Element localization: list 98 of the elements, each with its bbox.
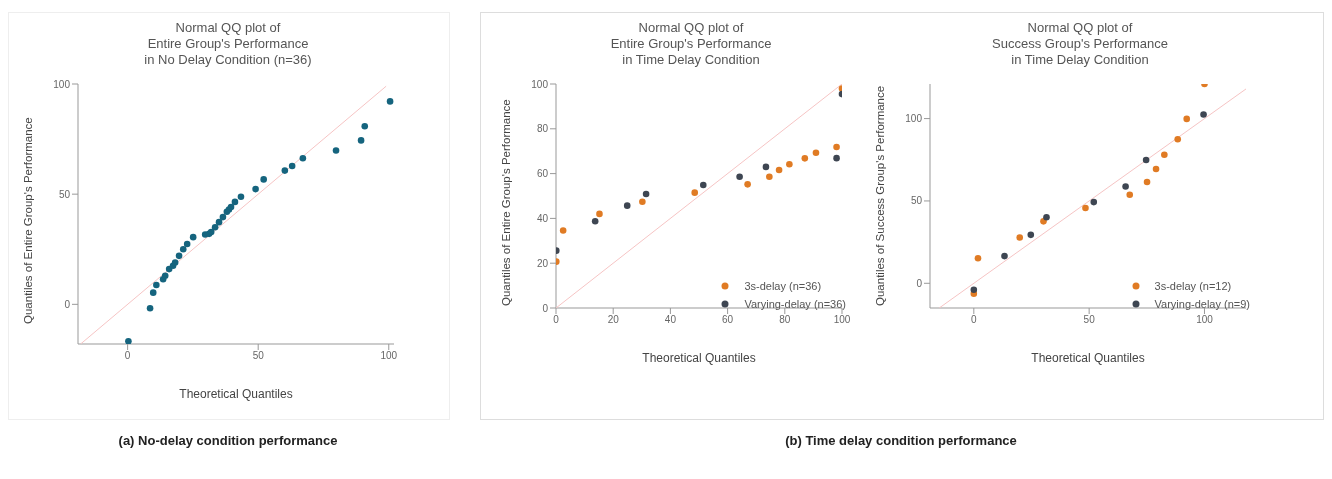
point bbox=[1200, 111, 1207, 118]
x-tick-label: 50 bbox=[1083, 314, 1096, 326]
point bbox=[260, 176, 267, 183]
point bbox=[219, 213, 227, 221]
point bbox=[125, 338, 132, 344]
point bbox=[215, 218, 223, 226]
y-tick-label: 50 bbox=[58, 188, 71, 200]
legend-label: 3s-delay (n=12) bbox=[1154, 280, 1232, 292]
text: (b) Time delay condition performance bbox=[784, 433, 1018, 448]
y-tick-label: 100 bbox=[531, 78, 549, 90]
point bbox=[361, 123, 369, 130]
point bbox=[1174, 135, 1182, 143]
x-axis-title: Theoretical Quantiles bbox=[642, 351, 756, 365]
point bbox=[146, 305, 154, 312]
y-axis-title: Quantiles of Success Group's Performance bbox=[874, 85, 887, 306]
point bbox=[153, 281, 160, 289]
point bbox=[332, 147, 340, 154]
y-tick-label: 100 bbox=[905, 113, 923, 125]
point bbox=[179, 245, 187, 253]
point bbox=[786, 160, 793, 168]
point bbox=[211, 223, 219, 231]
point bbox=[1152, 165, 1160, 173]
point bbox=[175, 252, 183, 260]
point bbox=[596, 210, 603, 218]
point bbox=[559, 227, 567, 234]
point bbox=[252, 185, 259, 193]
x-axis-title: Theoretical Quantiles bbox=[1031, 351, 1145, 365]
point bbox=[639, 198, 646, 206]
point bbox=[1001, 252, 1008, 260]
point bbox=[357, 137, 365, 144]
x-tick-label: 0 bbox=[553, 314, 560, 326]
y-tick-label: 80 bbox=[536, 123, 549, 135]
x-tick-label: 100 bbox=[1196, 314, 1214, 326]
point bbox=[237, 193, 245, 201]
y-tick-label: 100 bbox=[53, 78, 71, 90]
x-tick-label: 80 bbox=[779, 314, 791, 326]
x-tick-label: 60 bbox=[722, 314, 734, 326]
chart-title: Normal QQ plot of Entire Group's Performance in Time Delay Condition bbox=[609, 20, 773, 69]
point bbox=[736, 173, 743, 181]
point bbox=[762, 163, 770, 171]
point bbox=[833, 143, 840, 151]
legend-label: Varying-delay (n=9) bbox=[1154, 298, 1250, 310]
point bbox=[1126, 191, 1134, 198]
y-tick-label: 0 bbox=[542, 302, 549, 314]
point bbox=[775, 166, 783, 174]
point bbox=[974, 254, 982, 262]
point bbox=[699, 181, 707, 189]
point bbox=[766, 173, 773, 181]
y-axis-title: Quantiles of Entire Group's Performance bbox=[500, 99, 513, 306]
point bbox=[744, 181, 751, 188]
y-tick-label: 40 bbox=[536, 212, 549, 224]
point bbox=[161, 272, 169, 279]
point bbox=[623, 202, 631, 209]
point bbox=[288, 162, 296, 170]
chart-title: Normal QQ plot of Success Group's Performance in Time Delay Condition bbox=[991, 20, 1169, 69]
point bbox=[1090, 198, 1098, 206]
point bbox=[189, 233, 197, 241]
x-tick-label: 50 bbox=[252, 350, 265, 362]
point bbox=[281, 167, 289, 174]
point bbox=[591, 218, 599, 225]
point bbox=[642, 190, 650, 198]
point bbox=[183, 240, 191, 248]
x-tick-label: 100 bbox=[833, 314, 851, 326]
point bbox=[1183, 115, 1191, 123]
text: (a) No-delay condition performance bbox=[117, 433, 339, 448]
y-tick-label: 20 bbox=[536, 257, 549, 269]
point bbox=[1143, 178, 1151, 186]
x-axis-title: Theoretical Quantiles bbox=[179, 387, 293, 401]
point bbox=[833, 154, 840, 162]
y-axis-title: Quantiles of Entire Group's Performance bbox=[22, 117, 35, 324]
point bbox=[801, 155, 809, 162]
point bbox=[970, 286, 978, 294]
x-tick-label: 100 bbox=[380, 350, 398, 362]
point bbox=[1122, 183, 1129, 190]
y-tick-label: 0 bbox=[64, 298, 71, 310]
point bbox=[299, 154, 307, 162]
point bbox=[1142, 156, 1150, 164]
x-tick-label: 0 bbox=[124, 350, 131, 362]
x-tick-label: 40 bbox=[664, 314, 677, 326]
legend-label: 3s-delay (n=36) bbox=[744, 280, 822, 292]
point bbox=[1082, 204, 1089, 212]
legend-label: Varying-delay (n=36) bbox=[744, 298, 846, 310]
point bbox=[1043, 213, 1050, 221]
point bbox=[149, 289, 157, 296]
y-tick-label: 50 bbox=[910, 195, 923, 207]
x-tick-label: 0 bbox=[971, 314, 978, 326]
point bbox=[171, 259, 179, 266]
point bbox=[1161, 151, 1168, 159]
x-tick-label: 20 bbox=[607, 314, 620, 326]
y-tick-label: 60 bbox=[536, 168, 549, 180]
point bbox=[812, 149, 820, 157]
point bbox=[691, 189, 699, 196]
point bbox=[1016, 234, 1024, 241]
chart-title: Normal QQ plot of Entire Group's Performance in No Delay Condition (n=36) bbox=[143, 20, 313, 69]
point bbox=[1027, 231, 1035, 239]
point bbox=[386, 98, 394, 105]
y-tick-label: 0 bbox=[916, 277, 923, 289]
point bbox=[231, 198, 239, 206]
